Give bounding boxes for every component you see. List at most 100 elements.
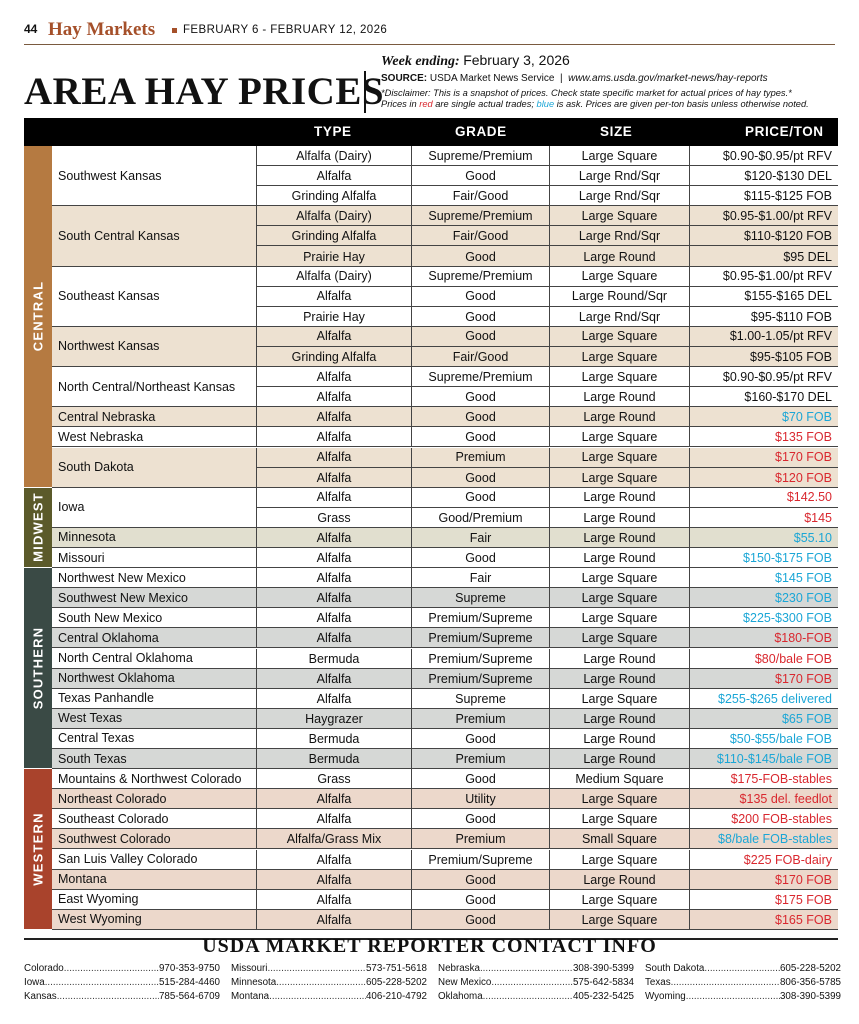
price-cell: $170 FOB (689, 668, 838, 689)
grade-cell: Supreme (411, 688, 549, 709)
section-title: Hay Markets (48, 19, 156, 40)
price-cell: $120-$130 DEL (689, 166, 838, 186)
hay-type-cell: Alfalfa (256, 568, 411, 589)
bale-size-cell: Large Rnd/Sqr (549, 166, 689, 186)
leader-dots (45, 976, 159, 990)
region-label: SOUTHERN (30, 626, 46, 710)
location-group: Mountains & Northwest Colorado Grass Good M… (52, 769, 838, 790)
leader-dots (64, 962, 159, 976)
location-group: Central Oklahoma Alfalfa Premium/Supreme La… (52, 628, 838, 649)
price-cell: $80/bale FOB (689, 648, 838, 669)
table-row: Alfalfa (Dairy) Supreme/Premium Large Squa… (256, 266, 838, 287)
location-group: Southeast Colorado Alfalfa Good Large Squar… (52, 809, 838, 830)
bale-size-cell: Large Round (549, 708, 689, 729)
table-row: Alfalfa Utility Large Square $135 del. feed… (256, 789, 838, 810)
grade-cell: Premium (411, 708, 549, 729)
price-cell: $170 FOB (689, 869, 838, 890)
hay-type-cell: Alfalfa (256, 467, 411, 488)
bale-size-cell: Large Round (549, 648, 689, 669)
contact-title: USDA MARKET REPORTER CONTACT INFO (202, 935, 657, 957)
location-group: Northwest Oklahoma Alfalfa Premium/Supreme… (52, 668, 838, 689)
price-cell: $135 del. feedlot (689, 789, 838, 810)
grade-cell: Fair (411, 527, 549, 548)
table-row: Alfalfa Good Large Rnd/Sqr $120-$130 DEL (256, 166, 838, 187)
region-band-midwest: MIDWEST (24, 487, 52, 569)
source-line: SOURCE: USDA Market News Service | www.a… (381, 73, 768, 84)
bale-size-cell: Large Square (549, 688, 689, 709)
location-group: Southeast Kansas Alfalfa (Dairy) Supreme/P… (52, 266, 838, 327)
location-name: Northwest Kansas (58, 339, 160, 354)
bale-size-cell: Large Round (549, 507, 689, 528)
location-name: South Texas (58, 751, 127, 766)
price-cell: $8/bale FOB-stables (689, 829, 838, 850)
price-cell: $175-FOB-stables (689, 769, 838, 790)
contact-entry: Missouri 573-751-5618 (231, 962, 427, 976)
bale-size-cell: Large Square (549, 889, 689, 910)
contact-entry: Nebraska 308-390-5399 (438, 962, 634, 976)
table-row: Alfalfa Fair Large Square $145 FOB (256, 568, 838, 589)
location-name: West Texas (58, 711, 123, 726)
contact-phone: 406-210-4792 (365, 991, 427, 1002)
contact-phone: 515-284-4460 (158, 977, 220, 988)
bale-size-cell: Large Square (549, 608, 689, 629)
bale-size-cell: Large Rnd/Sqr (549, 186, 689, 207)
table-row: Alfalfa Premium/Supreme Large Square $225 F… (256, 849, 838, 870)
contact-state: Oklahoma (438, 991, 483, 1002)
location-group: Montana Alfalfa Good Large Round $170 FOB (52, 869, 838, 890)
price-cell: $155-$165 DEL (689, 286, 838, 306)
location-name: Missouri (58, 550, 105, 565)
grade-cell: Fair/Good (411, 226, 549, 246)
contact-entry: Texas 806-356-5785 (645, 976, 841, 990)
price-cell: $115-$125 FOB (689, 186, 838, 207)
grade-cell: Supreme (411, 588, 549, 609)
grade-cell: Good (411, 427, 549, 448)
week-ending: Week ending: February 3, 2026 (381, 52, 570, 70)
table-bottom-rule (24, 938, 838, 940)
grade-cell: Good (411, 387, 549, 408)
table-row: Prairie Hay Good Large Round $95 DEL (256, 246, 838, 267)
price-cell: $110-$145/bale FOB (689, 749, 838, 770)
contact-phone: 605-228-5202 (779, 963, 841, 974)
table-row: Alfalfa Good Large Round $150-$175 FOB (256, 548, 838, 569)
hay-type-cell: Alfalfa (256, 286, 411, 306)
bale-size-cell: Large Square (549, 447, 689, 467)
location-name: South New Mexico (58, 610, 163, 625)
disclaimer-line-2: Prices in red are single actual trades; … (381, 99, 809, 109)
grade-cell: Good (411, 326, 549, 346)
contact-state: South Dakota (645, 963, 705, 974)
hay-type-cell: Alfalfa (256, 447, 411, 467)
col-size: SIZE (600, 124, 633, 139)
header-bullet (172, 28, 177, 33)
hay-type-cell: Grass (256, 769, 411, 790)
contact-entry: Montana 406-210-4792 (231, 990, 427, 1004)
bale-size-cell: Large Round (549, 246, 689, 267)
location-name: San Luis Valley Colorado (58, 852, 198, 867)
location-group: Southwest Colorado Alfalfa/Grass Mix Premi… (52, 829, 838, 850)
price-cell: $95-$105 FOB (689, 346, 838, 368)
price-cell: $230 FOB (689, 588, 838, 609)
table-row: Alfalfa Fair Large Round $55.10 (256, 527, 838, 548)
contact-entry: Iowa 515-284-4460 (24, 976, 220, 990)
grade-cell: Premium/Supreme (411, 628, 549, 649)
contact-phone: 405-232-5425 (572, 991, 634, 1002)
table-row: Grinding Alfalfa Fair/Good Large Rnd/Sqr $1… (256, 186, 838, 207)
grade-cell: Fair (411, 568, 549, 589)
grade-cell: Good (411, 306, 549, 327)
contact-phone: 970-353-9750 (158, 963, 220, 974)
contact-state: Kansas (24, 991, 57, 1002)
contact-entry: New Mexico 575-642-5834 (438, 976, 634, 990)
grade-cell: Premium (411, 829, 549, 850)
grade-cell: Good (411, 889, 549, 910)
location-name: Iowa (58, 500, 85, 515)
grade-cell: Premium/Supreme (411, 648, 549, 669)
col-type: TYPE (314, 124, 352, 139)
grade-cell: Supreme/Premium (411, 146, 549, 166)
region-label: MIDWEST (30, 492, 46, 563)
grade-cell: Good (411, 286, 549, 306)
hay-type-cell: Bermuda (256, 728, 411, 749)
location-name: North Central Oklahoma (58, 651, 193, 666)
price-cell: $160-$170 DEL (689, 387, 838, 408)
leader-dots (483, 990, 573, 1004)
source-label: SOURCE: (381, 73, 428, 84)
location-group: North Central/Northeast Kansas Alfalfa Sup… (52, 367, 838, 408)
